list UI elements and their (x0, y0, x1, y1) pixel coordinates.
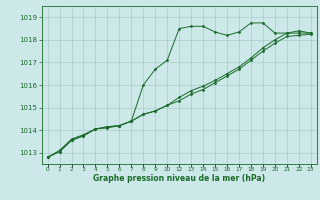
X-axis label: Graphe pression niveau de la mer (hPa): Graphe pression niveau de la mer (hPa) (93, 174, 265, 183)
